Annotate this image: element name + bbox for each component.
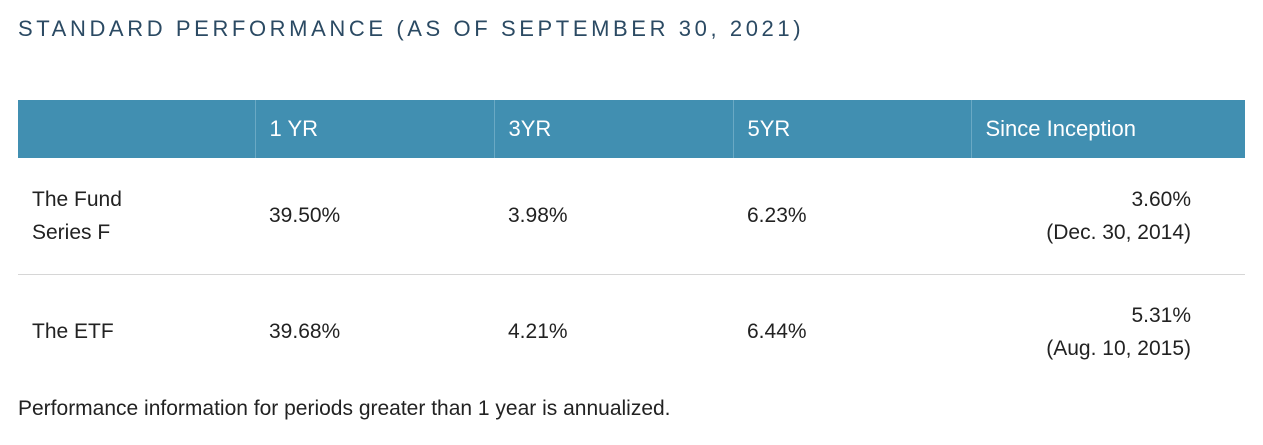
- header-since-inception: Since Inception: [970, 100, 1245, 158]
- footnote: Performance information for periods grea…: [18, 397, 671, 420]
- fund-name-line1: The ETF: [32, 320, 114, 344]
- since-inception-value: 3.60%: [1131, 187, 1191, 211]
- fund-name-cell: The ETF: [18, 274, 255, 389]
- three-yr-value: 3.98%: [494, 158, 733, 275]
- five-yr-value: 6.23%: [733, 158, 971, 275]
- page-title: STANDARD PERFORMANCE (AS OF SEPTEMBER 30…: [18, 16, 805, 41]
- fund-name-line2: Series F: [32, 220, 111, 244]
- header-1yr: 1 YR: [254, 100, 494, 158]
- one-yr-value: 39.68%: [269, 320, 341, 344]
- since-inception-value: 5.31%: [1131, 303, 1191, 327]
- table-row: The Fund Series F 39.50% 3.98% 6.23% 3.6…: [18, 158, 1245, 275]
- header-row: 1 YR 3YR 5YR Since Inception: [18, 100, 1245, 158]
- table-row: The ETF 39.68% 4.21% 6.44% 5.31% (Aug. 1…: [18, 274, 1245, 389]
- inception-date: (Aug. 10, 2015): [1046, 336, 1191, 360]
- one-yr-value: 39.50%: [255, 158, 494, 275]
- inception-date: (Dec. 30, 2014): [1046, 220, 1191, 244]
- header-name-column: [18, 100, 255, 158]
- performance-table: 1 YR 3YR 5YR Since Inception The Fund Se…: [18, 100, 1245, 389]
- fund-name-line1: The Fund: [32, 187, 122, 211]
- five-yr-value: 6.44%: [747, 320, 807, 344]
- header-3yr: 3YR: [493, 100, 733, 158]
- fund-name-cell: The Fund Series F: [18, 158, 255, 275]
- since-inception-cell: 5.31% (Aug. 10, 2015): [971, 274, 1245, 389]
- since-inception-cell: 3.60% (Dec. 30, 2014): [971, 158, 1245, 275]
- header-5yr: 5YR: [732, 100, 971, 158]
- three-yr-value: 4.21%: [508, 320, 568, 344]
- table-header: 1 YR 3YR 5YR Since Inception: [18, 100, 1245, 158]
